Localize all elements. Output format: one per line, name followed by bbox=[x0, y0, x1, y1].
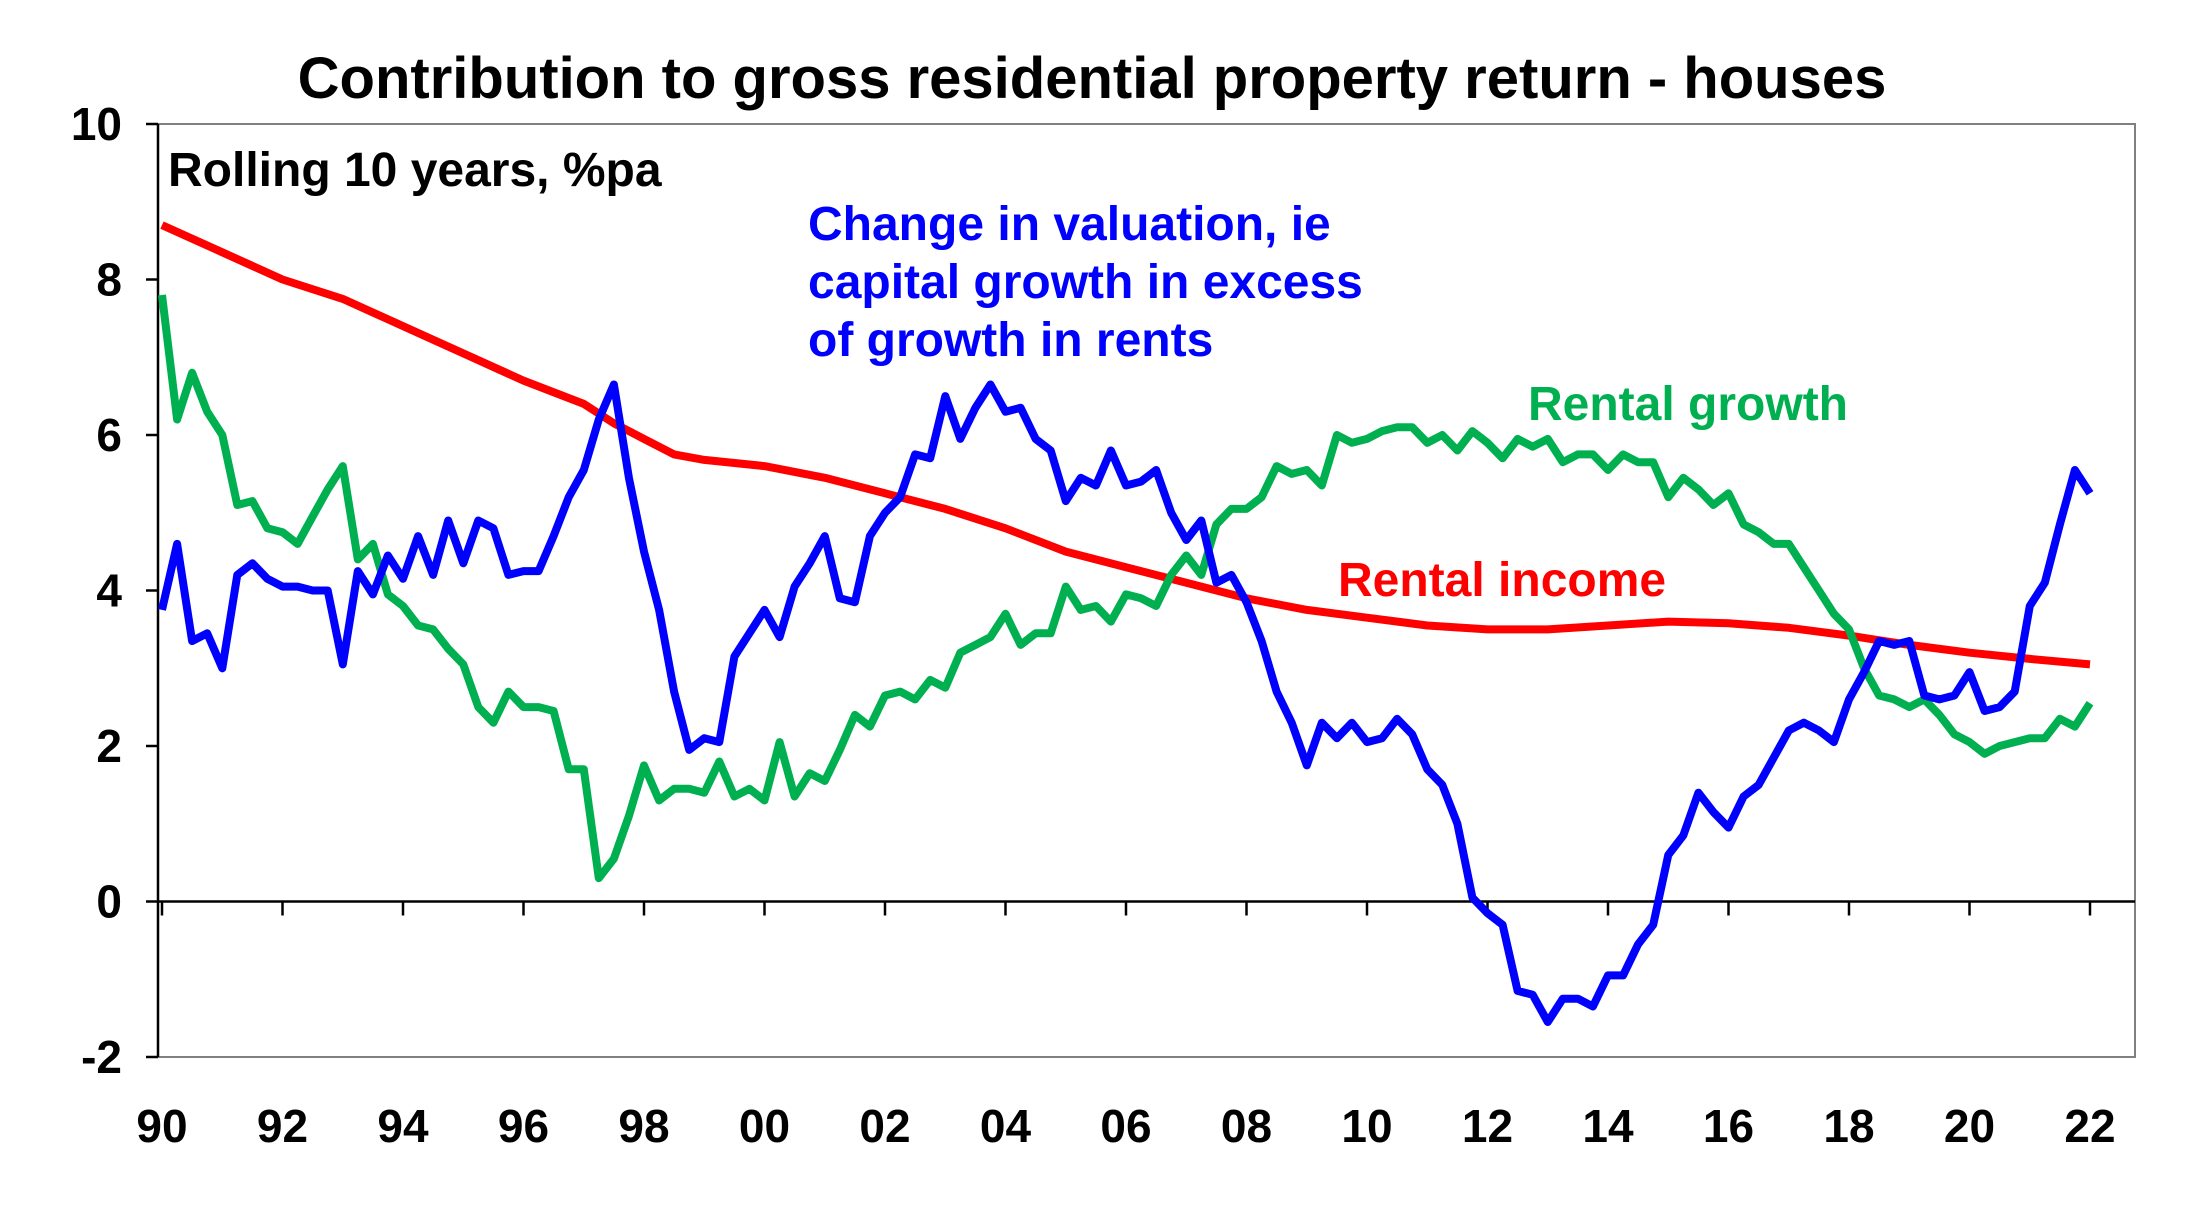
series-line-rental-growth bbox=[158, 294, 2094, 883]
x-tick-label: 14 bbox=[1582, 1100, 1634, 1152]
y-tick-label: 0 bbox=[96, 876, 122, 928]
x-tick-label: 18 bbox=[1823, 1100, 1874, 1152]
x-tick-label: 04 bbox=[980, 1100, 1032, 1152]
y-tick-label: 2 bbox=[96, 720, 122, 772]
x-tick-label: 00 bbox=[739, 1100, 790, 1152]
series-layer bbox=[158, 221, 2094, 1026]
x-tick-label: 90 bbox=[136, 1100, 187, 1152]
y-tick-label: 4 bbox=[96, 565, 122, 617]
x-tick-label: 02 bbox=[859, 1100, 910, 1152]
y-tick-label: 8 bbox=[96, 254, 122, 306]
y-tick-label: -2 bbox=[81, 1031, 122, 1083]
y-tick-label: 6 bbox=[96, 409, 122, 461]
valuation-label-line-1: Change in valuation, ie bbox=[808, 198, 1331, 251]
x-tick-label: 06 bbox=[1100, 1100, 1151, 1152]
chart-title: Contribution to gross residential proper… bbox=[298, 46, 1887, 111]
rental-growth-series-label: Rental growth bbox=[1528, 378, 1848, 431]
x-tick-label: 94 bbox=[377, 1100, 429, 1152]
x-tick-label: 98 bbox=[618, 1100, 669, 1152]
series-line-change-in-valuation bbox=[158, 380, 2094, 1026]
valuation-label-line-3: of growth in rents bbox=[808, 314, 1213, 367]
rental-income-series-label: Rental income bbox=[1338, 554, 1666, 607]
valuation-series-label: Change in valuation, ie capital growth i… bbox=[808, 198, 1376, 367]
y-tick-label: 10 bbox=[71, 98, 122, 150]
x-tick-label: 92 bbox=[257, 1100, 308, 1152]
valuation-label-line-2: capital growth in excess bbox=[808, 256, 1363, 309]
x-tick-label: 08 bbox=[1221, 1100, 1272, 1152]
subtitle-label: Rolling 10 years, %pa bbox=[168, 144, 662, 197]
x-tick-label: 20 bbox=[1944, 1100, 1995, 1152]
x-tick-label: 22 bbox=[2064, 1100, 2115, 1152]
x-tick-label: 10 bbox=[1341, 1100, 1392, 1152]
x-tick-label: 96 bbox=[498, 1100, 549, 1152]
series-line-rental-income bbox=[160, 221, 2091, 669]
x-tick-label: 12 bbox=[1462, 1100, 1513, 1152]
x-tick-label: 16 bbox=[1703, 1100, 1754, 1152]
